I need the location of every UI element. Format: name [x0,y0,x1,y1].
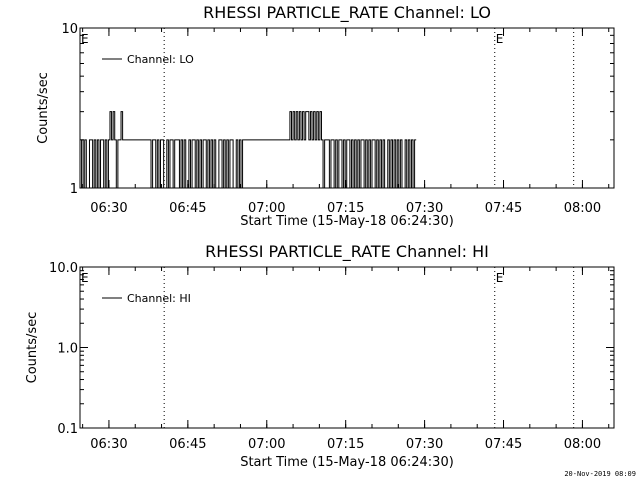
x-tick-label: 06:30 [90,437,127,452]
event-marker-label: E [496,32,504,46]
y-tick-label: 1.0 [57,342,78,357]
x-tick-label: 07:30 [406,201,443,216]
y-tick-label: 10.0 [49,261,78,276]
event-marker-label: E [81,32,89,46]
x-tick-label: 06:45 [169,437,206,452]
y-tick-label: 10 [61,22,78,37]
x-tick-label: 07:15 [327,437,364,452]
footer-timestamp: 20-Nov-2019 08:09 [564,470,636,478]
x-tick-label: 08:00 [564,201,601,216]
legend-label: Channel: HI [127,292,191,305]
y-tick-label: 1 [70,182,78,197]
x-tick-label: 07:15 [327,201,364,216]
x-tick-label: 06:30 [90,201,127,216]
event-marker-label: E [81,271,89,285]
x-tick-label: 07:00 [248,201,285,216]
x-axis-label: Start Time (15-May-18 06:24:30) [240,455,454,470]
chart-title: RHESSI PARTICLE_RATE Channel: LO [203,3,491,23]
x-tick-label: 08:00 [564,437,601,452]
y-axis-label: Counts/sec [25,312,40,384]
chart-title: RHESSI PARTICLE_RATE Channel: HI [205,242,489,262]
x-tick-label: 07:30 [406,437,443,452]
x-tick-label: 07:45 [485,201,522,216]
y-tick-label: 0.1 [57,422,78,437]
x-tick-label: 07:00 [248,437,285,452]
event-marker-label: E [496,271,504,285]
x-axis-label: Start Time (15-May-18 06:24:30) [240,214,454,229]
series-line [80,111,417,189]
x-tick-label: 07:45 [485,437,522,452]
y-axis-label: Counts/sec [36,72,51,144]
legend-label: Channel: LO [127,53,194,66]
x-tick-label: 06:45 [169,201,206,216]
